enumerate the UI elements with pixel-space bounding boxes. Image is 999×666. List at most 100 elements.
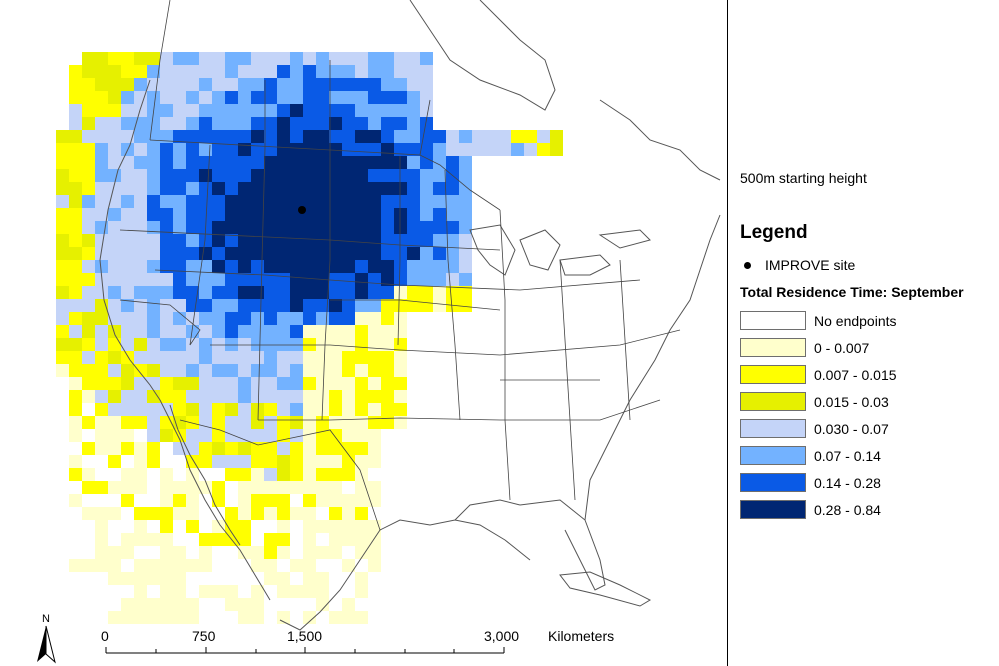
residence-cell xyxy=(355,585,368,598)
map-canvas[interactable]: N xyxy=(0,0,727,666)
residence-cell xyxy=(199,533,212,546)
residence-cell xyxy=(407,78,420,91)
residence-cell xyxy=(420,195,433,208)
residence-cell xyxy=(95,481,108,494)
residence-cell xyxy=(342,403,355,416)
residence-cell xyxy=(264,455,277,468)
residence-cell xyxy=(394,156,407,169)
residence-cell xyxy=(69,338,82,351)
residence-cell xyxy=(342,442,355,455)
residence-cell xyxy=(134,247,147,260)
residence-cell xyxy=(82,65,95,78)
residence-cell xyxy=(134,377,147,390)
residence-cell xyxy=(186,429,199,442)
residence-cell xyxy=(251,481,264,494)
residence-cell xyxy=(420,78,433,91)
residence-cell xyxy=(251,598,264,611)
residence-cell xyxy=(303,169,316,182)
residence-cell xyxy=(108,559,121,572)
residence-cell xyxy=(264,559,277,572)
residence-cell xyxy=(173,208,186,221)
residence-cell xyxy=(394,78,407,91)
residence-cell xyxy=(186,299,199,312)
residence-cell xyxy=(173,390,186,403)
legend-class-label: 0 - 0.007 xyxy=(814,339,870,356)
residence-cell xyxy=(290,299,303,312)
residence-cell xyxy=(134,156,147,169)
residence-cell xyxy=(186,234,199,247)
residence-cell xyxy=(394,65,407,78)
legend-class-row: 0.030 - 0.07 xyxy=(740,415,897,442)
residence-cell xyxy=(303,195,316,208)
residence-cell xyxy=(264,260,277,273)
residence-cell xyxy=(225,416,238,429)
residence-cell xyxy=(264,143,277,156)
map-frame[interactable]: N 0 750 1,500 3,000 Kilometers xyxy=(0,0,728,666)
residence-cell xyxy=(108,130,121,143)
residence-cell xyxy=(290,117,303,130)
residence-cell xyxy=(394,364,407,377)
residence-cell xyxy=(251,65,264,78)
residence-cell xyxy=(186,273,199,286)
residence-cell xyxy=(433,169,446,182)
residence-cell xyxy=(381,403,394,416)
residence-cell xyxy=(277,325,290,338)
residence-cell xyxy=(160,546,173,559)
residence-cell xyxy=(56,130,69,143)
residence-cell xyxy=(56,169,69,182)
residence-cell xyxy=(277,104,290,117)
residence-cell xyxy=(134,91,147,104)
residence-cell xyxy=(82,377,95,390)
residence-cell xyxy=(225,325,238,338)
residence-cell xyxy=(303,572,316,585)
residence-cell xyxy=(238,377,251,390)
residence-cell xyxy=(394,377,407,390)
residence-cell xyxy=(277,520,290,533)
residence-cell xyxy=(173,65,186,78)
residence-cell xyxy=(420,52,433,65)
residence-cell xyxy=(355,156,368,169)
residence-cell xyxy=(212,104,225,117)
residence-cell xyxy=(368,65,381,78)
residence-cell xyxy=(95,507,108,520)
residence-cell xyxy=(485,130,498,143)
residence-cell xyxy=(173,156,186,169)
residence-cell xyxy=(303,182,316,195)
residence-cell xyxy=(108,377,121,390)
residence-cell xyxy=(56,338,69,351)
residence-cell xyxy=(212,78,225,91)
residence-cell xyxy=(485,143,498,156)
residence-cell xyxy=(290,429,303,442)
residence-cell xyxy=(173,325,186,338)
residence-cell xyxy=(316,416,329,429)
residence-cell xyxy=(459,286,472,299)
residence-cell xyxy=(368,377,381,390)
residence-cell xyxy=(342,143,355,156)
residence-cell xyxy=(394,286,407,299)
residence-cell xyxy=(56,195,69,208)
residence-cell xyxy=(238,195,251,208)
residence-cell xyxy=(381,234,394,247)
residence-cell xyxy=(199,78,212,91)
residence-cell xyxy=(108,234,121,247)
residence-cell xyxy=(329,169,342,182)
residence-cell xyxy=(316,572,329,585)
residence-cell xyxy=(147,117,160,130)
residence-cell xyxy=(342,468,355,481)
residence-cell xyxy=(290,195,303,208)
residence-cell xyxy=(459,247,472,260)
residence-cell xyxy=(251,507,264,520)
residence-cell xyxy=(238,91,251,104)
residence-cell xyxy=(121,533,134,546)
scale-bar: 0 750 1,500 3,000 Kilometers xyxy=(0,628,727,666)
residence-cell xyxy=(147,416,160,429)
legend-class-label: 0.14 - 0.28 xyxy=(814,474,881,491)
residence-cell xyxy=(277,260,290,273)
residence-cell xyxy=(459,182,472,195)
residence-cell xyxy=(277,65,290,78)
residence-cell xyxy=(420,247,433,260)
scale-tick-3000: 3,000 xyxy=(484,628,520,644)
residence-cell xyxy=(407,143,420,156)
residence-cell xyxy=(459,208,472,221)
residence-cell xyxy=(264,416,277,429)
